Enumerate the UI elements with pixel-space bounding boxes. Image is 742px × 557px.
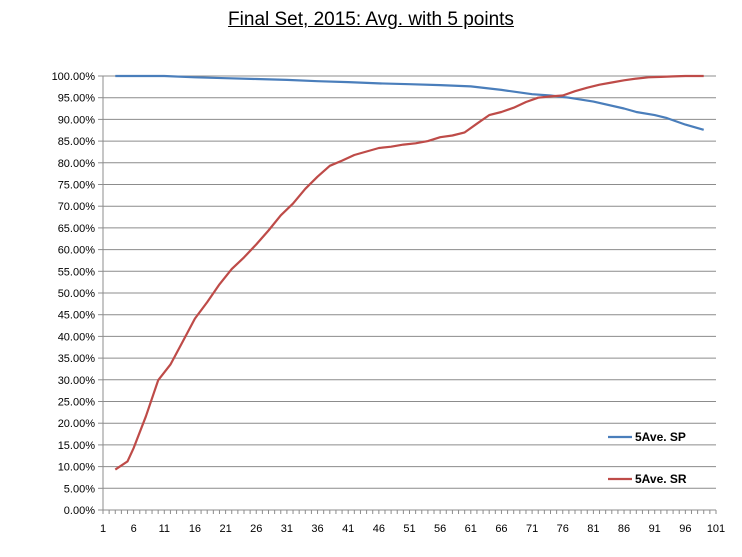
y-tick-label: 50.00% <box>58 288 96 300</box>
y-tick-label: 55.00% <box>58 266 96 278</box>
y-tick-label: 80.00% <box>58 158 96 170</box>
series-line-sr <box>114 74 704 471</box>
x-tick-label: 16 <box>189 523 201 535</box>
x-tick-label: 76 <box>557 523 569 535</box>
y-tick-label: 15.00% <box>58 440 96 452</box>
x-tick-label: 11 <box>159 523 170 535</box>
series-lines <box>114 74 705 471</box>
x-tick-label: 66 <box>495 523 507 535</box>
y-tick-label: 20.00% <box>58 418 96 430</box>
y-tick-label: 85.00% <box>58 136 96 148</box>
y-tick-label: 30.00% <box>58 375 96 387</box>
y-tick-label: 35.00% <box>58 353 96 365</box>
chart-title: Final Set, 2015: Avg. with 5 points <box>228 9 514 30</box>
x-tick-label: 91 <box>649 523 661 535</box>
x-tick-label: 26 <box>250 523 262 535</box>
legend: 5Ave. SP 5Ave. SR <box>608 430 687 486</box>
y-tick-label: 0.00% <box>64 505 95 517</box>
x-tick-label: 56 <box>434 523 446 535</box>
x-tick-label: 96 <box>679 523 691 535</box>
y-tick-label: 70.00% <box>58 201 96 213</box>
x-tick-label: 31 <box>281 523 293 535</box>
y-tick-label: 65.00% <box>58 223 96 235</box>
x-tick-label: 71 <box>526 523 538 535</box>
y-tick-label: 45.00% <box>58 310 96 322</box>
x-tick-label: 61 <box>465 523 477 535</box>
y-tick-label: 95.00% <box>58 93 96 105</box>
x-tick-label: 6 <box>131 523 137 535</box>
y-tick-label: 100.00% <box>52 71 96 83</box>
legend-label-sp: 5Ave. SP <box>635 430 686 444</box>
y-tick-label: 5.00% <box>64 483 95 495</box>
x-tick-label: 41 <box>342 523 354 535</box>
x-tick-label: 86 <box>618 523 630 535</box>
x-tick-label: 81 <box>587 523 599 535</box>
legend-label-sr: 5Ave. SR <box>635 472 687 486</box>
y-tick-label: 90.00% <box>58 114 96 126</box>
x-tick-label: 51 <box>403 523 415 535</box>
series-line-sp <box>115 74 705 131</box>
y-tick-label: 40.00% <box>58 331 96 343</box>
y-tick-label: 10.00% <box>58 462 96 474</box>
y-tick-label: 75.00% <box>58 180 96 192</box>
x-tick-label: 21 <box>219 523 231 535</box>
y-tick-label: 60.00% <box>58 245 96 257</box>
gridlines <box>103 75 716 489</box>
x-tick-label: 1 <box>100 523 106 535</box>
y-tick-label: 25.00% <box>58 397 96 409</box>
x-tick-label: 46 <box>373 523 385 535</box>
x-tick-label: 36 <box>311 523 323 535</box>
axes: 0.00% 5.00% 10.00% 15.00% 20.00% 25.00% 30.00%… <box>52 71 726 535</box>
x-tick-label: 101 <box>707 523 725 535</box>
